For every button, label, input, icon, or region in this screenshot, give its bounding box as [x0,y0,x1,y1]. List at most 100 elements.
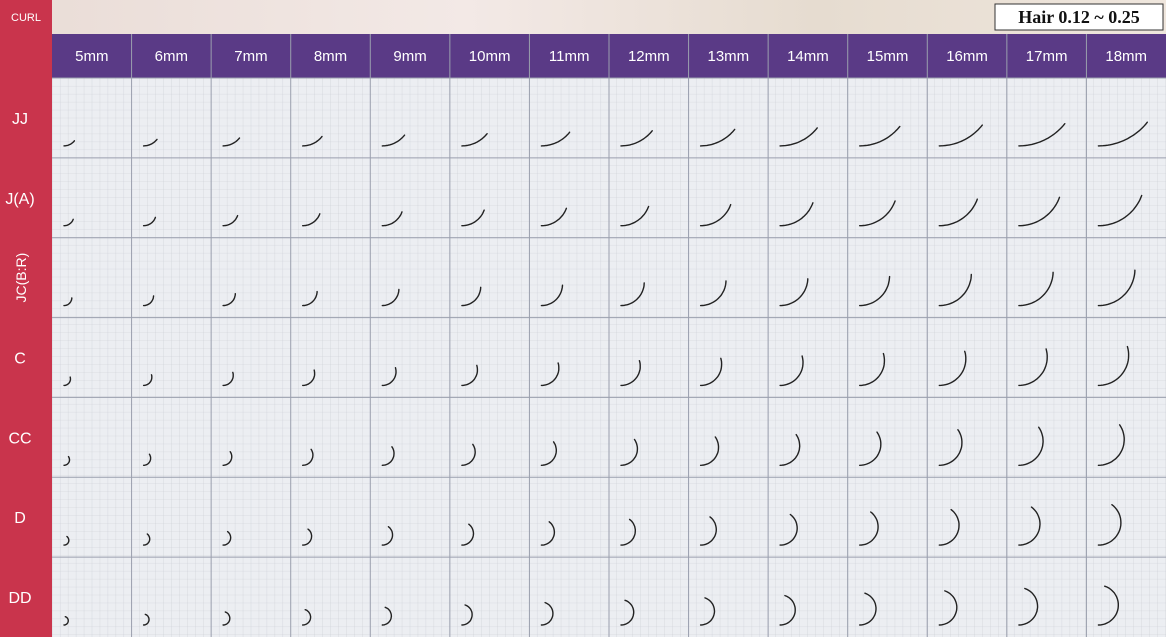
curl-illustration [938,198,978,227]
row-band [0,0,52,637]
curl-illustration [1018,348,1048,387]
curl-illustration [222,214,239,227]
curl-illustration [1097,504,1122,546]
curl-illustration [699,436,720,466]
curl-illustration [540,131,571,147]
curl-illustration [699,203,732,227]
curl-illustration [938,273,972,307]
curl-illustration [859,352,886,387]
curl-illustration [381,606,393,626]
curl-illustration [1097,269,1136,307]
curl-illustration [1097,585,1119,626]
curl-illustration [620,518,636,546]
curl-illustration [699,357,723,387]
curl-illustration [63,455,71,466]
curl-illustration [779,127,818,147]
curl-illustration [63,376,72,387]
curl-illustration [63,616,70,626]
curl-illustration [1097,345,1130,387]
curl-illustration [461,209,485,227]
curl-illustration [381,134,406,147]
curl-illustration [620,360,641,387]
curl-illustration [859,275,891,307]
curl-illustration [938,508,960,546]
curl-illustration [461,443,476,466]
curl-illustration [461,604,473,626]
curl-illustration [142,533,151,546]
curl-illustration [779,278,809,307]
top-banner [0,0,1166,34]
curl-illustration [142,453,152,466]
row-label: JJ [12,111,28,128]
curl-illustration [699,597,716,626]
curl-illustration [620,130,653,147]
curl-illustration [63,297,73,307]
curl-illustration [1018,196,1061,227]
curl-illustration [699,128,736,147]
curl-illustration [461,286,482,307]
row-label: JC(B:R) [13,253,29,303]
curl-illustration [1097,194,1143,227]
curl-illustration [302,135,323,147]
column-label: 9mm [393,48,426,65]
curl-illustration [302,609,312,626]
curl-illustration [1097,121,1148,147]
curl-illustration [302,290,318,307]
curl-illustration [461,523,475,546]
row-label: CC [8,430,31,447]
curl-illustration [142,374,153,387]
curl-illustration [222,137,241,147]
curl-illustration [1018,123,1066,147]
curl-illustration [302,448,314,466]
curl-illustration [222,451,233,466]
curl-illustration [779,594,796,626]
curl-illustration [1018,426,1044,466]
column-label: 7mm [234,48,267,65]
curl-illustration [699,516,718,546]
curl-illustration [222,293,236,307]
column-label: 8mm [314,48,347,65]
column-label: 16mm [946,48,988,65]
column-label: 11mm [549,48,590,65]
curl-illustration [142,216,157,227]
curl-illustration [938,429,963,466]
curl-illustration [63,218,74,227]
curl-illustration [63,140,76,147]
curl-illustration [938,590,958,626]
curl-illustration [1018,271,1054,307]
hair-box [994,3,1164,31]
curl-illustration [142,613,150,626]
curl-illustration [1018,587,1039,626]
column-label: 12mm [628,48,670,65]
column-label: 5mm [75,48,108,65]
curl-illustration [222,530,232,546]
curl-illustration [540,207,568,227]
curl-illustration [222,371,234,387]
column-label: 10mm [469,48,511,65]
curl-illustration [779,433,801,466]
curl-illustration [620,599,635,626]
curl-illustration [461,364,479,387]
curl-illustration [620,282,645,307]
curl-illustration [938,124,983,147]
row-label: D [14,510,26,527]
curl-illustration [381,526,394,546]
curl-illustration [540,521,556,546]
curl-illustration [859,511,879,546]
row-label: DD [8,590,31,607]
curl-illustration [381,446,395,466]
curl-illustration [620,438,639,466]
curl-illustration [381,211,403,227]
curl-illustration [540,284,564,307]
curl-illustration [302,369,316,387]
curl-illustration [142,295,155,307]
curl-illustration [620,205,650,227]
column-label: 6mm [155,48,188,65]
curl-illustration [859,431,882,466]
column-label: 13mm [708,48,750,65]
curl-illustration [381,367,397,387]
column-label: 17mm [1026,48,1068,65]
curl-illustration [461,133,488,147]
curl-illustration [859,592,877,626]
